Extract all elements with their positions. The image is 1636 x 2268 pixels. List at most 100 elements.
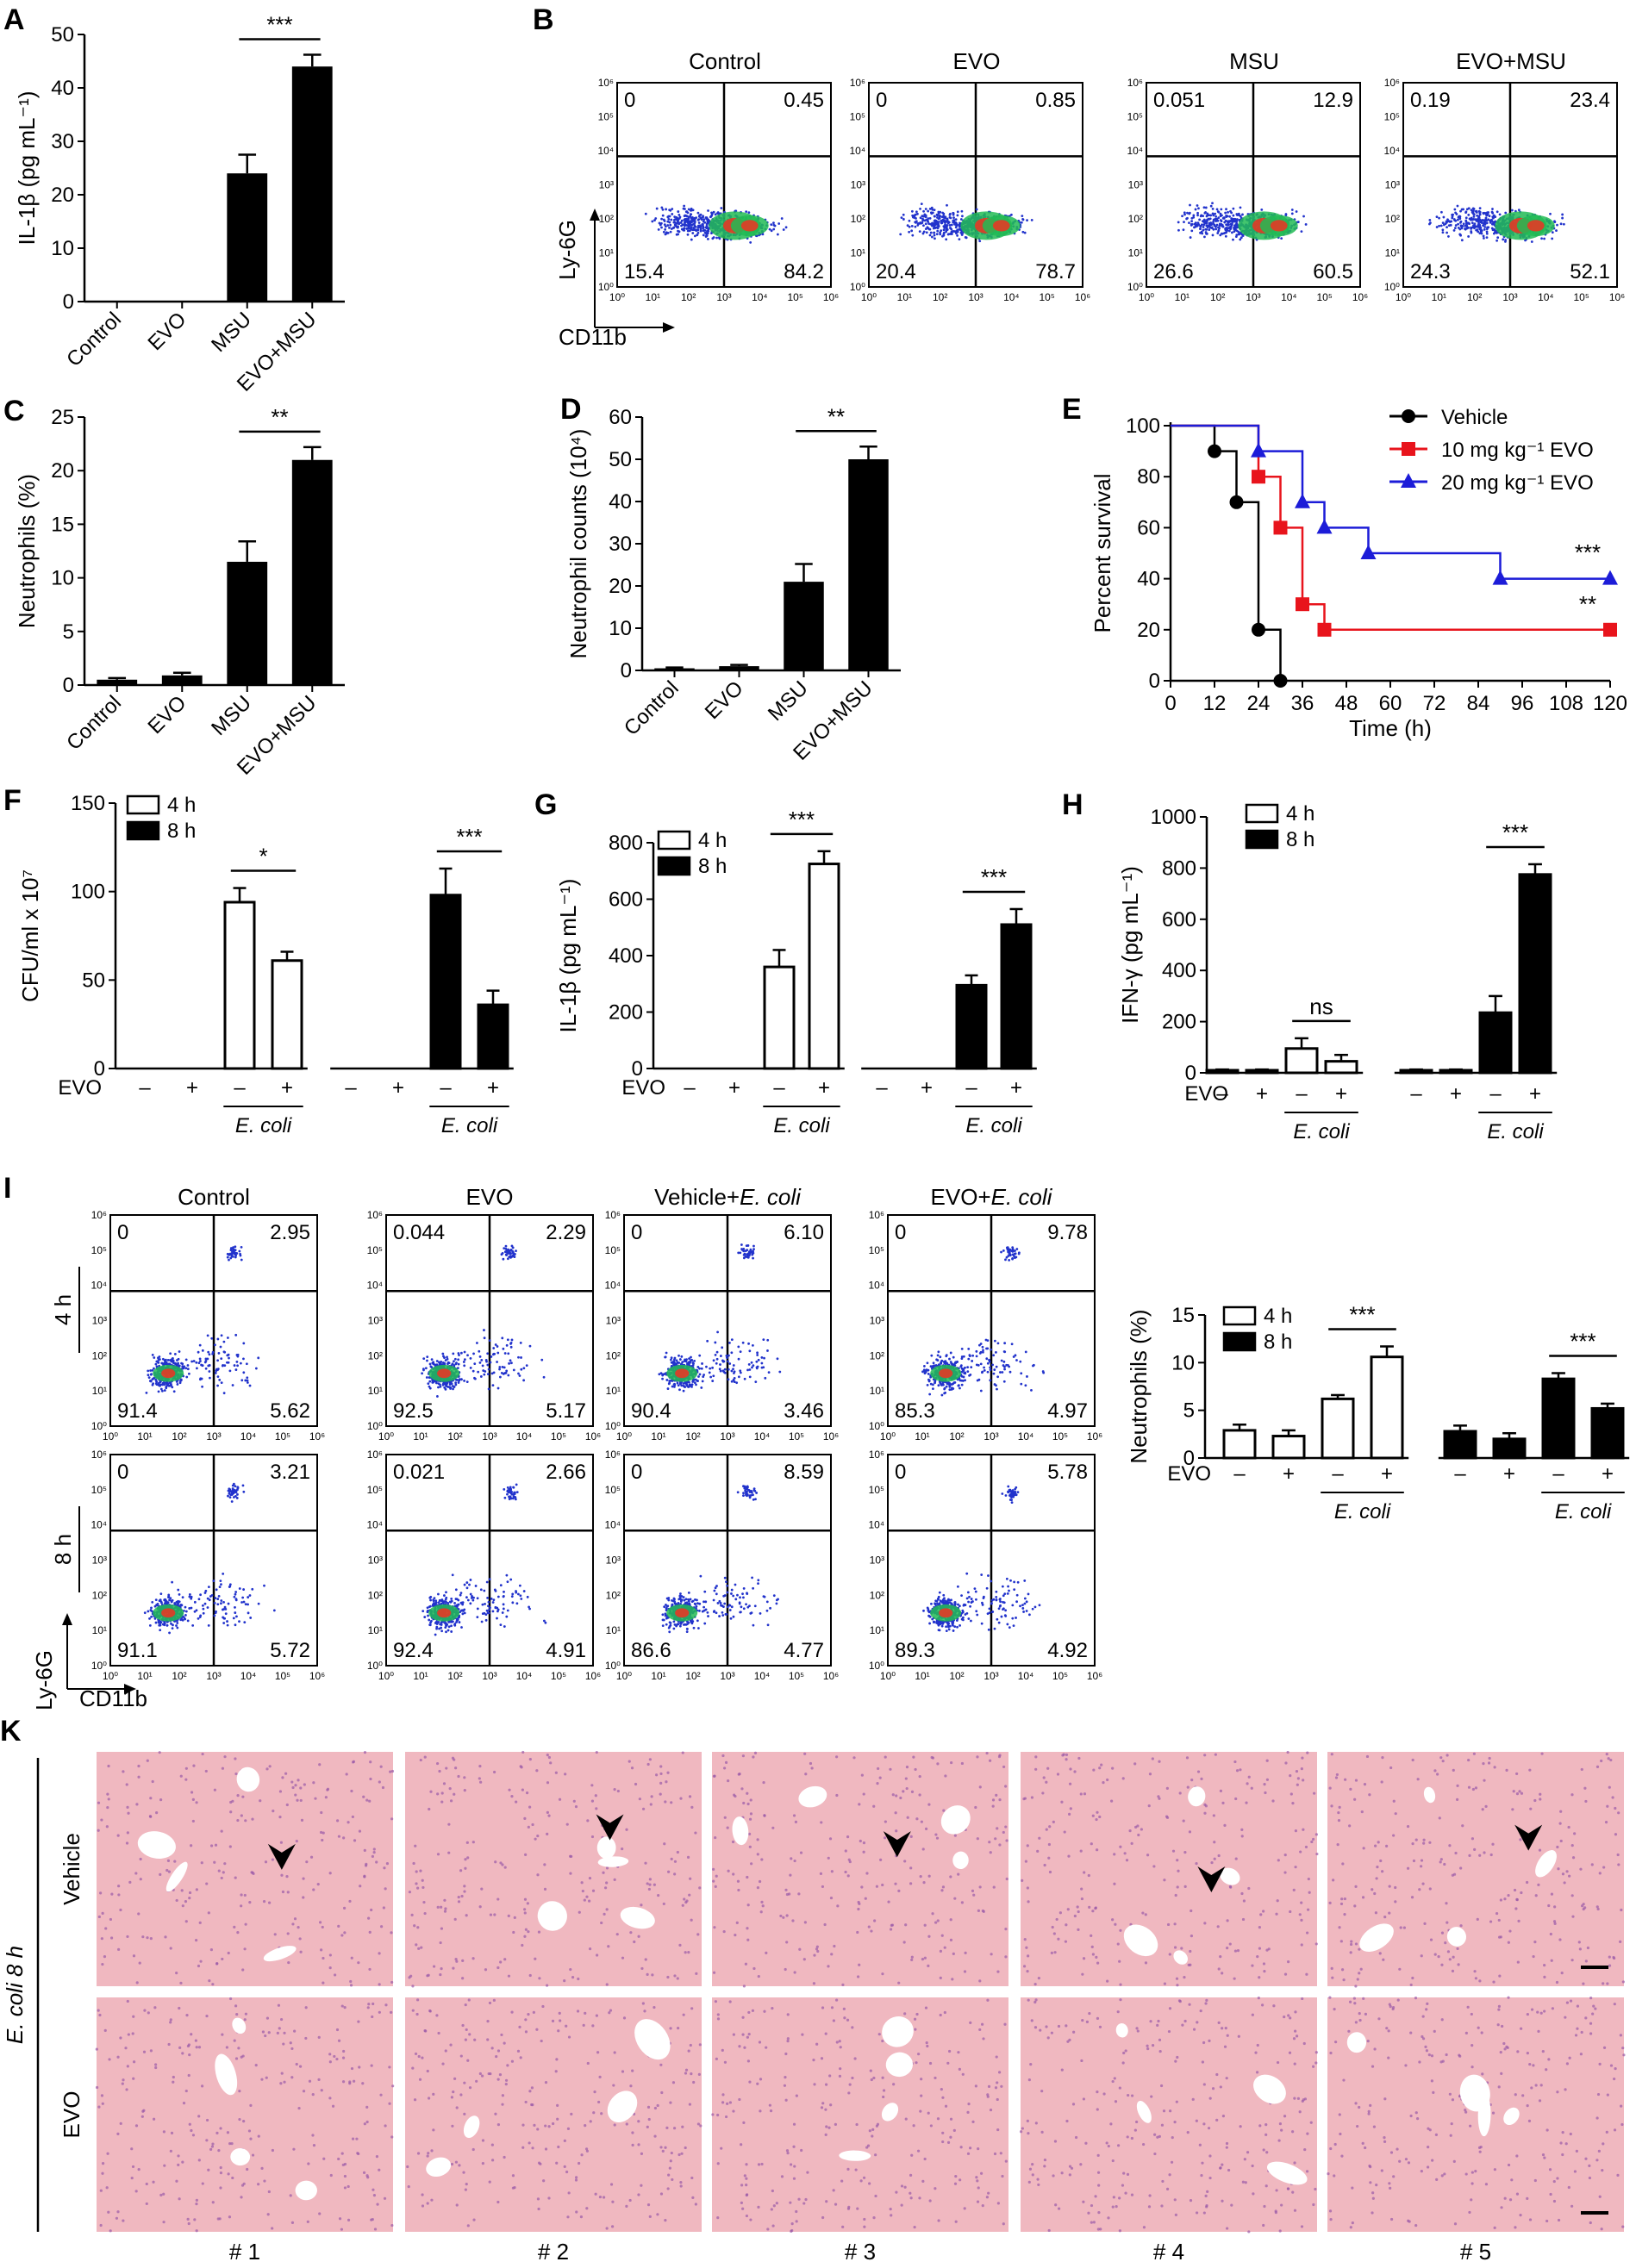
event-dot — [948, 1357, 951, 1361]
bar — [1222, 1429, 1257, 1460]
event-dot — [988, 1360, 991, 1363]
event-dot — [960, 233, 964, 236]
data-point — [1360, 545, 1377, 559]
event-dot — [677, 229, 679, 233]
event-dot — [915, 210, 918, 214]
event-dot — [1194, 221, 1197, 225]
event-dot — [169, 1352, 172, 1355]
event-dot — [678, 213, 681, 216]
quadrant-lr: 78.7 — [1035, 260, 1076, 284]
event-dot — [929, 231, 933, 234]
event-dot — [986, 1370, 990, 1374]
x-tick-label: 10⁵ — [551, 1430, 566, 1442]
event-dot — [696, 1380, 699, 1382]
quadrant-lr: 3.46 — [784, 1399, 824, 1423]
event-dot — [948, 213, 952, 216]
event-dot — [705, 1365, 708, 1368]
event-dot — [975, 1355, 978, 1358]
event-dot — [715, 1350, 719, 1354]
x-tick-label: MSU — [764, 676, 813, 726]
event-dot — [751, 1253, 754, 1256]
event-dot — [933, 234, 936, 237]
event-dot — [763, 1356, 765, 1360]
density-peak — [437, 1368, 452, 1379]
event-dot — [504, 1244, 508, 1248]
event-dot — [222, 1392, 226, 1395]
bar — [161, 675, 203, 685]
event-dot — [1219, 234, 1222, 237]
event-dot — [1446, 226, 1448, 229]
event-dot — [215, 1369, 218, 1373]
event-dot — [1471, 218, 1474, 221]
evo-sign: – — [773, 1076, 785, 1100]
y-tick-label: 800 — [609, 832, 643, 855]
y-tick-label: 60 — [609, 406, 632, 429]
event-dot — [170, 1384, 172, 1386]
event-dot — [721, 1359, 724, 1362]
event-dot — [766, 1349, 769, 1352]
evo-sign: + — [281, 1076, 293, 1100]
event-dot — [509, 1255, 512, 1258]
event-dot — [664, 225, 667, 228]
event-dot — [697, 218, 701, 221]
y-tick-label: 10³ — [599, 179, 614, 191]
event-dot — [770, 229, 773, 233]
event-dot — [1435, 215, 1439, 218]
event-dot — [993, 1339, 996, 1343]
event-dot — [484, 1358, 488, 1361]
y-tick-label: 10⁵ — [850, 111, 865, 123]
event-dot — [1439, 224, 1443, 227]
flow-row-title: 8 h — [50, 1534, 76, 1565]
event-dot — [670, 1358, 672, 1361]
y-tick-label: 50 — [609, 448, 632, 471]
event-dot — [772, 223, 776, 227]
event-dot — [217, 1352, 221, 1355]
y-tick-label: 10 — [51, 567, 74, 590]
y-tick-label: 400 — [609, 944, 643, 968]
event-dot — [1232, 207, 1235, 210]
event-dot — [692, 218, 696, 221]
event-dot — [1492, 222, 1496, 226]
event-dot — [925, 231, 928, 234]
event-dot — [487, 1373, 490, 1376]
event-dot — [1208, 217, 1212, 221]
event-dot — [727, 1368, 730, 1371]
event-dot — [1010, 1343, 1014, 1346]
density-peak — [675, 1368, 690, 1379]
flow-title: EVO — [953, 48, 1001, 74]
event-dot — [1030, 218, 1033, 221]
event-dot — [1215, 208, 1219, 211]
event-dot — [508, 1249, 511, 1253]
event-dot — [936, 1354, 940, 1357]
event-dot — [165, 1386, 168, 1390]
event-dot — [1454, 211, 1458, 215]
panel-label-G: G — [534, 788, 557, 821]
event-dot — [719, 1369, 722, 1373]
quadrant-ur: 23.4 — [1570, 89, 1610, 112]
event-dot — [1475, 209, 1478, 213]
event-dot — [660, 226, 663, 229]
event-dot — [477, 1370, 480, 1374]
event-dot — [948, 1385, 952, 1388]
event-dot — [993, 1368, 996, 1371]
significance-label: *** — [1502, 819, 1528, 845]
event-dot — [223, 1364, 227, 1368]
event-dot — [743, 1377, 746, 1380]
x-tick-label: 10⁰ — [616, 1430, 632, 1442]
event-dot — [1015, 1359, 1018, 1361]
event-dot — [766, 1338, 770, 1342]
event-dot — [945, 220, 948, 223]
panel-label-F: F — [3, 784, 22, 817]
event-dot — [665, 1379, 669, 1381]
event-dot — [229, 1247, 233, 1249]
evo-sign: – — [965, 1076, 977, 1100]
event-dot — [216, 1368, 220, 1370]
event-dot — [752, 1256, 754, 1260]
event-dot — [940, 215, 944, 218]
event-dot — [1217, 226, 1220, 229]
data-point — [1296, 597, 1309, 612]
event-dot — [254, 1367, 258, 1370]
event-dot — [463, 1364, 466, 1368]
